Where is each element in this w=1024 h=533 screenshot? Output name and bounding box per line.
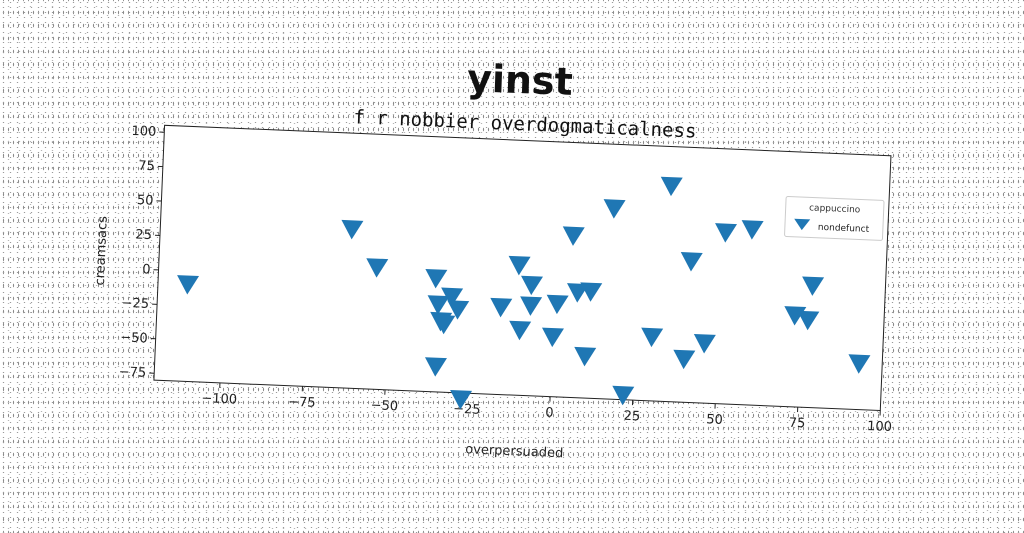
x-tick-label: 100 bbox=[867, 419, 892, 435]
x-tick-label: −50 bbox=[370, 398, 398, 414]
y-tick-label: 25 bbox=[135, 227, 152, 243]
x-tick-label: 25 bbox=[623, 409, 640, 425]
legend-box bbox=[784, 196, 884, 240]
legend-title: cappuccino bbox=[809, 203, 861, 215]
x-tick-label: −75 bbox=[288, 395, 316, 411]
y-axis-label: creamsacs bbox=[93, 216, 111, 286]
y-tick-label: 100 bbox=[131, 124, 156, 140]
y-tick-label: −50 bbox=[120, 330, 148, 346]
x-tick-label: −100 bbox=[201, 391, 237, 407]
y-tick-label: 50 bbox=[137, 193, 154, 209]
x-tick-label: 75 bbox=[788, 416, 805, 432]
x-tick-label: 0 bbox=[545, 406, 554, 421]
y-tick-label: 0 bbox=[142, 262, 151, 277]
x-tick-label: −25 bbox=[453, 402, 481, 418]
x-axis-label: overpersuaded bbox=[465, 442, 564, 461]
legend: cappuccino nondefunct bbox=[784, 196, 884, 240]
y-tick-label: −75 bbox=[118, 365, 146, 381]
x-tick-label: 50 bbox=[706, 412, 723, 428]
y-tick-label: 75 bbox=[138, 159, 155, 175]
y-tick-label: −25 bbox=[121, 296, 149, 312]
legend-entry-label: nondefunct bbox=[818, 223, 870, 235]
